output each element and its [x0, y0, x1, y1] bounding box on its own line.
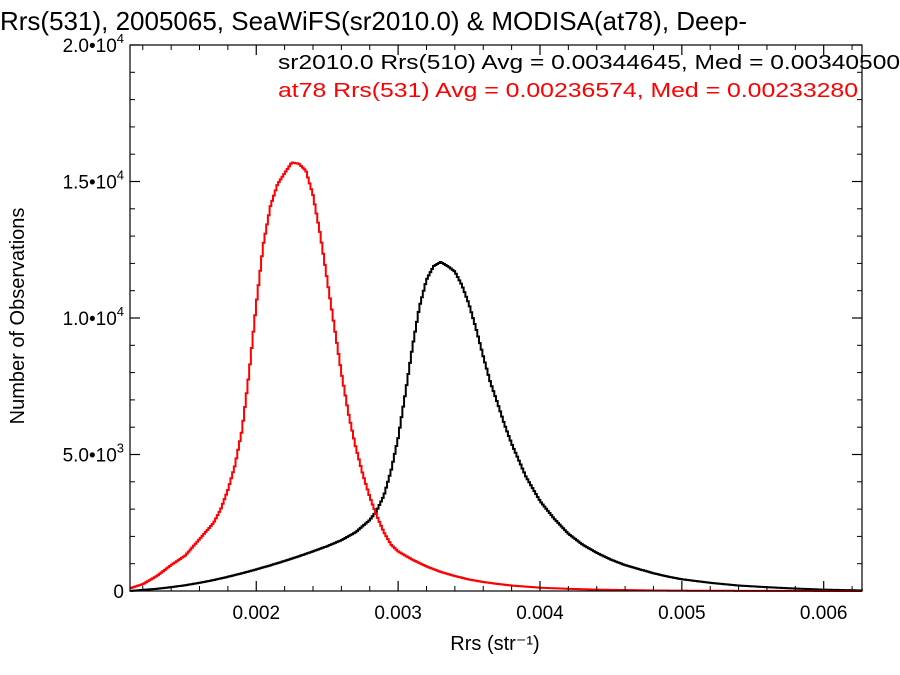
x-tick-label: 0.003: [374, 603, 422, 624]
x-tick-label: 0.005: [658, 603, 706, 624]
y-axis: 0 5.0•103 1.0•104 1.5•104 2.0•104: [63, 31, 862, 603]
chart-title: Rrs(531), 2005065, SeaWiFS(sr2010.0) & M…: [0, 6, 748, 36]
x-axis-label: Rrs (str⁻¹): [450, 633, 539, 655]
annotation-1: at78 Rrs(531) Avg = 0.00236574, Med = 0.…: [278, 80, 858, 102]
annotations: sr2010.0 Rrs(510) Avg = 0.00344645, Med …: [278, 52, 900, 102]
y-tick-label: 1.0•104: [63, 304, 124, 330]
series-layer: [130, 161, 863, 592]
x-axis: 0.002 0.003 0.004 0.005 0.006: [142, 45, 853, 624]
y-tick-label: 2.0•104: [63, 31, 124, 57]
series-line-0: [130, 261, 863, 592]
y-tick-label: 0: [113, 582, 124, 603]
y-tick-label: 1.5•104: [63, 168, 124, 194]
x-tick-label: 0.004: [516, 603, 564, 624]
x-tick-label: 0.006: [800, 603, 848, 624]
y-axis-label: Number of Observations: [7, 208, 29, 425]
annotation-0: sr2010.0 Rrs(510) Avg = 0.00344645, Med …: [278, 52, 900, 74]
series-line-1: [130, 161, 862, 592]
x-tick-label: 0.002: [232, 603, 280, 624]
plot-frame: [129, 44, 863, 592]
y-tick-label: 5.0•103: [63, 441, 124, 467]
